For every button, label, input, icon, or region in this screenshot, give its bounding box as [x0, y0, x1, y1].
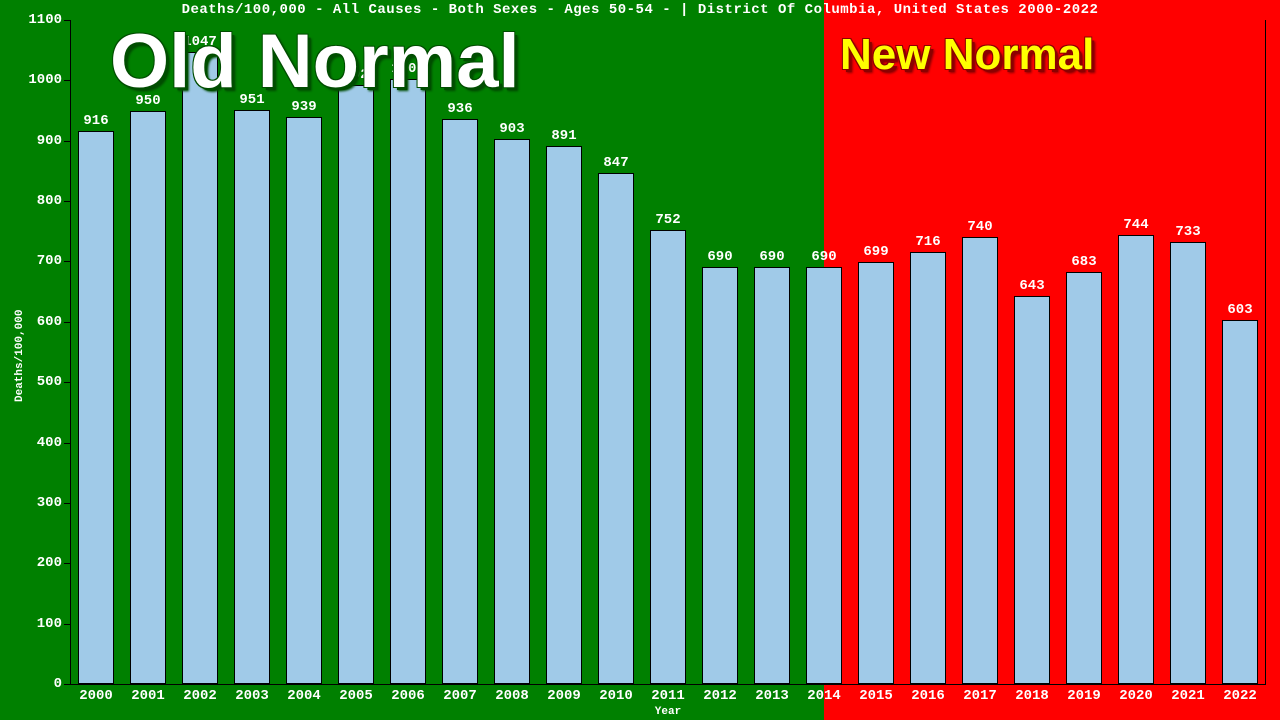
x-axis-label: Year [70, 706, 1266, 718]
y-tick-mark [64, 563, 70, 564]
x-tick-label: 2020 [1110, 688, 1162, 704]
bar [1014, 296, 1050, 684]
x-tick-label: 2013 [746, 688, 798, 704]
y-tick-mark [64, 443, 70, 444]
bar [338, 85, 374, 684]
bar [858, 262, 894, 684]
y-axis-line-right [1265, 20, 1266, 684]
x-tick-label: 2022 [1214, 688, 1266, 704]
y-tick-mark [64, 141, 70, 142]
y-axis-label: Deaths/100,000 [14, 310, 26, 402]
bar [910, 252, 946, 684]
y-tick-label: 100 [22, 616, 62, 632]
bar [182, 52, 218, 684]
y-tick-label: 700 [22, 253, 62, 269]
bar-value-label: 716 [902, 234, 954, 250]
y-tick-label: 800 [22, 193, 62, 209]
bar-value-label: 733 [1162, 224, 1214, 240]
y-tick-label: 0 [22, 676, 62, 692]
y-tick-label: 600 [22, 314, 62, 330]
x-tick-label: 2018 [1006, 688, 1058, 704]
x-tick-label: 2019 [1058, 688, 1110, 704]
bar-value-label: 699 [850, 244, 902, 260]
x-tick-label: 2002 [174, 688, 226, 704]
bar [598, 173, 634, 684]
y-tick-mark [64, 684, 70, 685]
bar [234, 110, 270, 684]
bar [78, 131, 114, 684]
bar-value-label: 690 [798, 249, 850, 265]
bar-value-label: 752 [642, 212, 694, 228]
x-tick-label: 2012 [694, 688, 746, 704]
bar-value-label: 891 [538, 128, 590, 144]
bar-value-label: 916 [70, 113, 122, 129]
bar [130, 111, 166, 684]
x-tick-label: 2010 [590, 688, 642, 704]
y-tick-mark [64, 80, 70, 81]
x-tick-label: 2014 [798, 688, 850, 704]
bar-value-label: 740 [954, 219, 1006, 235]
bar [1118, 235, 1154, 684]
x-tick-label: 2005 [330, 688, 382, 704]
x-tick-label: 2011 [642, 688, 694, 704]
x-tick-label: 2009 [538, 688, 590, 704]
bar [286, 117, 322, 684]
y-tick-mark [64, 624, 70, 625]
bar [390, 79, 426, 684]
chart-title: Deaths/100,000 - All Causes - Both Sexes… [0, 2, 1280, 18]
bar-value-label: 903 [486, 121, 538, 137]
bar [702, 267, 738, 684]
y-tick-mark [64, 382, 70, 383]
x-tick-label: 2003 [226, 688, 278, 704]
chart-canvas: Deaths/100,000 - All Causes - Both Sexes… [0, 0, 1280, 720]
y-tick-mark [64, 503, 70, 504]
x-axis-line [70, 684, 1266, 685]
x-tick-label: 2006 [382, 688, 434, 704]
bar-value-label: 744 [1110, 217, 1162, 233]
bar [546, 146, 582, 684]
bar-value-label: 690 [746, 249, 798, 265]
y-tick-label: 200 [22, 555, 62, 571]
y-tick-mark [64, 261, 70, 262]
bar-value-label: 683 [1058, 254, 1110, 270]
x-tick-label: 2004 [278, 688, 330, 704]
x-tick-label: 2007 [434, 688, 486, 704]
bar [1222, 320, 1258, 684]
bar [650, 230, 686, 684]
bar [494, 139, 530, 684]
overlay-old-normal: Old Normal [110, 18, 520, 105]
y-tick-mark [64, 201, 70, 202]
x-tick-label: 2001 [122, 688, 174, 704]
x-tick-label: 2016 [902, 688, 954, 704]
y-tick-label: 500 [22, 374, 62, 390]
bar-value-label: 847 [590, 155, 642, 171]
y-tick-label: 1100 [22, 12, 62, 28]
y-tick-label: 1000 [22, 72, 62, 88]
y-tick-mark [64, 20, 70, 21]
bar [1066, 272, 1102, 684]
x-tick-label: 2008 [486, 688, 538, 704]
bar-value-label: 690 [694, 249, 746, 265]
y-tick-mark [64, 322, 70, 323]
bar [806, 267, 842, 684]
y-tick-label: 400 [22, 435, 62, 451]
bar-value-label: 643 [1006, 278, 1058, 294]
bar [754, 267, 790, 684]
bar [962, 237, 998, 684]
x-tick-label: 2021 [1162, 688, 1214, 704]
y-tick-label: 900 [22, 133, 62, 149]
y-tick-label: 300 [22, 495, 62, 511]
x-tick-label: 2000 [70, 688, 122, 704]
overlay-new-normal: New Normal [840, 30, 1094, 80]
bar [442, 119, 478, 684]
x-tick-label: 2017 [954, 688, 1006, 704]
x-tick-label: 2015 [850, 688, 902, 704]
bar [1170, 242, 1206, 684]
bar-value-label: 603 [1214, 302, 1266, 318]
